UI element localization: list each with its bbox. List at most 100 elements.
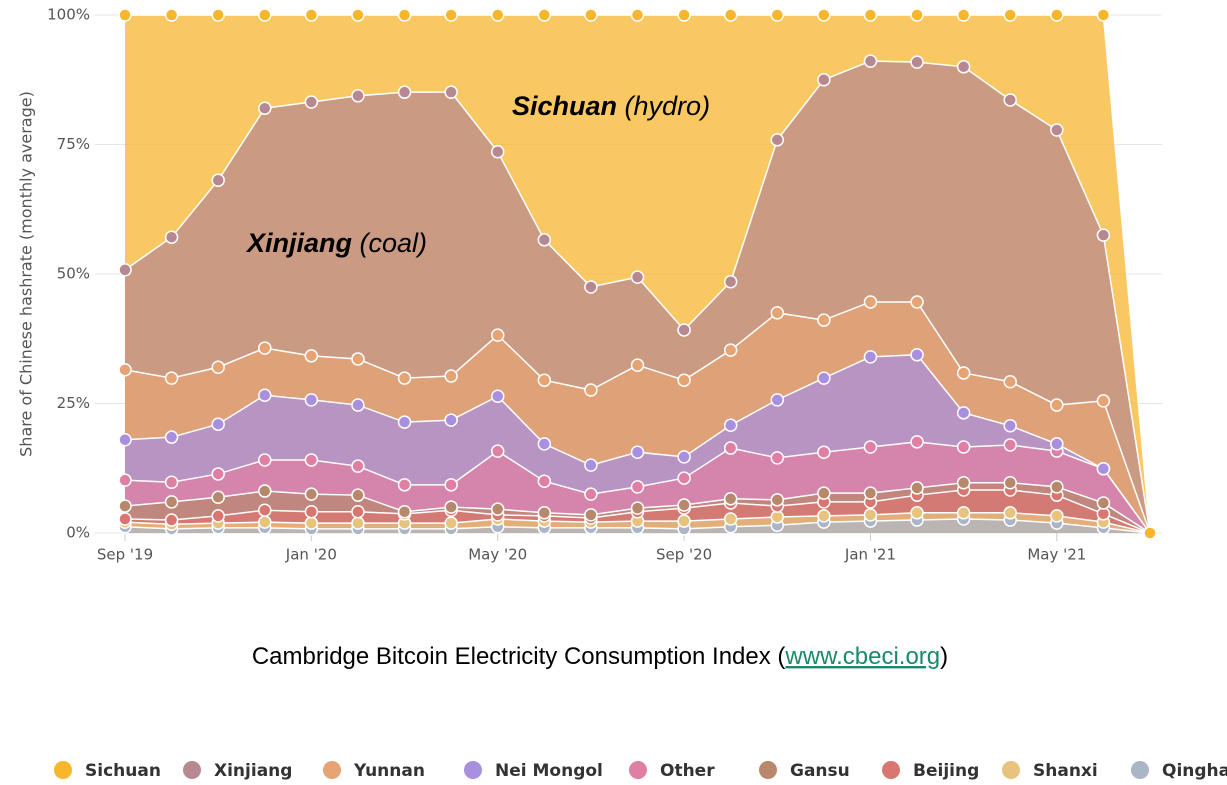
point	[164, 475, 179, 489]
point	[490, 444, 505, 458]
point	[817, 8, 831, 22]
point	[164, 495, 179, 509]
point	[1003, 438, 1017, 452]
point	[1050, 398, 1064, 412]
annotation-bold: Sichuan	[512, 91, 617, 121]
point	[956, 8, 971, 22]
point	[910, 55, 924, 69]
y-tick-label: 0%	[66, 524, 90, 542]
point	[258, 484, 272, 498]
legend-label: Shanxi	[1033, 761, 1098, 781]
point	[817, 445, 831, 459]
point	[817, 73, 831, 87]
annotation-bold: Xinjiang	[245, 228, 353, 258]
point	[537, 437, 552, 451]
point	[677, 498, 691, 512]
point	[630, 270, 645, 284]
point	[723, 275, 738, 289]
point	[863, 295, 878, 309]
legend-label: Beijing	[913, 761, 979, 781]
point	[770, 493, 785, 507]
point	[817, 313, 831, 327]
point	[258, 101, 272, 115]
legend-marker	[54, 761, 72, 779]
y-tick-label: 75%	[57, 135, 90, 153]
point	[397, 371, 412, 385]
point	[444, 8, 458, 22]
point	[118, 433, 132, 447]
point	[910, 481, 924, 495]
legend-label: Nei Mongol	[495, 761, 603, 781]
annotation: Sichuan (hydro)	[512, 91, 710, 121]
point	[817, 486, 831, 500]
legend-marker	[1131, 761, 1149, 779]
legend: Sichuan Xinjiang Yunnan Nei Mongol Other Gans…	[54, 761, 1227, 781]
point	[118, 499, 132, 513]
point	[118, 363, 132, 377]
point	[258, 515, 272, 529]
point	[723, 441, 738, 455]
point	[770, 133, 785, 147]
x-tick-label: Jan '21	[844, 546, 896, 564]
legend-marker	[323, 761, 341, 779]
point	[211, 173, 225, 187]
point	[723, 418, 738, 433]
source-suffix: )	[940, 643, 948, 670]
point	[677, 373, 691, 387]
point	[956, 440, 971, 454]
point	[304, 516, 319, 530]
point	[258, 453, 272, 467]
legend-label: Sichuan	[85, 761, 161, 781]
point	[397, 8, 412, 22]
annotation-text: (coal)	[360, 228, 428, 258]
point	[677, 323, 691, 337]
point	[817, 509, 831, 523]
point	[211, 467, 225, 481]
point	[910, 435, 924, 449]
point	[584, 383, 598, 397]
legend-label: Other	[660, 761, 715, 781]
point	[118, 8, 132, 22]
point	[258, 341, 272, 355]
point	[770, 393, 785, 407]
x-tick-label: Sep '20	[656, 546, 712, 564]
point	[304, 505, 319, 519]
point	[351, 8, 365, 22]
point	[1096, 228, 1111, 242]
point	[351, 398, 365, 412]
point	[1003, 8, 1017, 22]
point	[956, 406, 971, 420]
point	[1096, 496, 1111, 510]
point	[630, 480, 645, 494]
point	[863, 54, 878, 68]
point	[490, 8, 505, 22]
point	[1003, 374, 1017, 389]
point	[211, 509, 225, 523]
point	[1003, 419, 1017, 433]
y-tick-label: 50%	[57, 265, 90, 283]
point	[444, 500, 458, 514]
point	[677, 450, 691, 464]
point	[1003, 476, 1017, 490]
point	[537, 8, 552, 22]
point	[910, 506, 924, 520]
point	[351, 459, 365, 473]
point	[164, 430, 179, 444]
point	[1096, 394, 1111, 408]
point	[304, 393, 319, 407]
source-link[interactable]: www.cbeci.org	[784, 643, 940, 670]
point	[630, 8, 645, 22]
point	[910, 348, 924, 362]
point	[770, 451, 785, 465]
point	[1003, 506, 1017, 520]
point	[723, 343, 738, 357]
point	[1050, 123, 1064, 137]
point	[490, 389, 505, 403]
y-tick-label: 25%	[57, 394, 90, 412]
point	[630, 445, 645, 459]
point	[1050, 509, 1064, 523]
point	[304, 453, 319, 467]
point	[677, 471, 691, 485]
point	[630, 501, 645, 515]
